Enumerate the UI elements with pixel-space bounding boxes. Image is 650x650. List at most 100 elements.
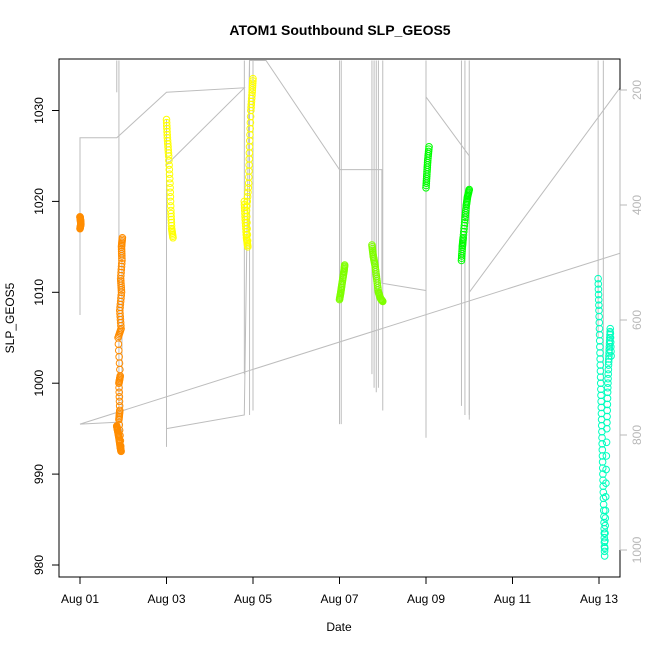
data-point (595, 330, 604, 339)
data-point (163, 124, 171, 133)
y2-tick-label: 1000 (630, 536, 644, 563)
data-point (606, 333, 615, 342)
data-point (595, 318, 604, 327)
data-point (117, 247, 126, 256)
data-point (638, 237, 645, 244)
data-point (598, 440, 606, 448)
data-point (247, 103, 255, 112)
x-tick-label: Aug 07 (320, 592, 358, 606)
data-point (117, 259, 126, 268)
data-point (638, 244, 645, 251)
data-point (245, 173, 253, 181)
data-point (249, 77, 257, 85)
data-point (167, 206, 175, 215)
data-point (640, 263, 647, 270)
data-point (116, 274, 125, 283)
data-point (596, 349, 604, 357)
data-point (115, 402, 124, 410)
data-point (601, 506, 610, 515)
data-point (641, 265, 648, 272)
data-point (637, 236, 644, 243)
data-point (638, 241, 645, 248)
data-point (639, 257, 646, 264)
data-point (116, 297, 125, 306)
data-point (116, 436, 125, 445)
data-point (604, 374, 612, 383)
data-point (639, 248, 646, 255)
data-point (117, 262, 126, 271)
data-point (637, 231, 644, 238)
data-point (117, 324, 125, 333)
data-point (340, 261, 349, 269)
data-point (116, 442, 125, 450)
data-point (166, 193, 175, 201)
data-point (116, 431, 124, 440)
data-point (603, 412, 611, 421)
data-point (600, 547, 609, 556)
data-point (166, 188, 175, 197)
data-point (243, 193, 252, 201)
data-point (460, 224, 468, 233)
data-point (246, 118, 255, 127)
data-point (594, 280, 603, 288)
data-point (245, 143, 254, 151)
data-point (116, 303, 124, 312)
data-point (248, 79, 257, 88)
data-point (604, 379, 612, 388)
data-point (637, 230, 644, 237)
data-point (597, 385, 605, 394)
data-point (163, 137, 172, 145)
x-tick-label: Aug 05 (234, 592, 272, 606)
data-point (165, 156, 173, 165)
data-point (598, 446, 607, 454)
data-point (597, 409, 606, 418)
data-point (165, 174, 174, 183)
data-point (117, 279, 125, 288)
data-point (243, 197, 252, 206)
data-point (115, 393, 124, 401)
data-point (599, 494, 608, 503)
data-point (459, 230, 468, 239)
data-point (595, 312, 603, 321)
data-point (594, 290, 603, 299)
data-point (604, 361, 613, 369)
y-tick-label: 990 (32, 464, 46, 484)
data-point (116, 312, 125, 321)
x-axis-label: Date (326, 620, 352, 634)
data-point (116, 300, 125, 309)
data-point (595, 306, 603, 315)
data-point (162, 118, 171, 127)
track-line (79, 60, 620, 430)
data-point (425, 143, 433, 151)
data-point (165, 161, 173, 169)
data-point (242, 212, 251, 221)
data-point (640, 262, 647, 269)
y2-tick-label: 800 (630, 425, 644, 445)
data-point (603, 418, 611, 427)
data-point (169, 233, 177, 242)
data-point (165, 170, 174, 178)
data-point (601, 521, 609, 530)
data-point (598, 433, 606, 442)
data-point (596, 355, 604, 363)
data-point (607, 347, 615, 356)
data-point (243, 230, 252, 239)
data-point (597, 403, 606, 412)
y-tick-label: 1000 (32, 370, 46, 397)
data-point (595, 301, 603, 309)
y2-tick-label: 400 (630, 195, 644, 215)
data-point (166, 202, 175, 210)
data-point (599, 488, 608, 497)
data-point (116, 318, 125, 327)
track-polyline (79, 60, 620, 430)
data-point (115, 397, 124, 406)
x-tick-label: Aug 13 (580, 592, 618, 606)
data-point (605, 352, 613, 360)
data-point (600, 533, 609, 542)
data-point (598, 464, 607, 472)
data-point (603, 400, 612, 409)
data-point (246, 112, 255, 121)
data-point (594, 285, 603, 294)
data-point (244, 179, 253, 188)
data-point (117, 291, 126, 300)
